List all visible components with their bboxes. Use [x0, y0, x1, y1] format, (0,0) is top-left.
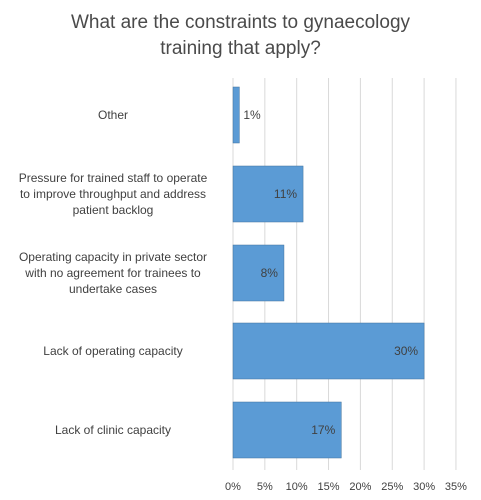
data-label-3: 30%	[394, 344, 418, 358]
bar-4	[232, 401, 342, 459]
category-label-3-line-0: Lack of operating capacity	[43, 344, 182, 358]
category-label-2-line-0: Operating capacity in private sector	[19, 250, 207, 264]
x-tick-label-7: 35%	[445, 481, 467, 493]
bar-3	[232, 322, 425, 380]
bar-1	[232, 165, 304, 223]
chart-title: What are the constraints to gynaecology …	[0, 10, 481, 62]
category-label-2-line-1: with no agreement for trainees to	[24, 266, 201, 280]
x-tick-label-1: 5%	[257, 481, 273, 493]
chart-title-line-2: training that apply?	[160, 38, 321, 59]
data-label-0: 1%	[243, 108, 261, 122]
bar-0	[232, 86, 240, 144]
category-label-0: Other	[98, 108, 128, 122]
category-label-2-line-2: undertake cases	[69, 282, 157, 296]
data-label-2: 8%	[261, 266, 279, 280]
bar-2	[232, 244, 285, 302]
category-label-4: Lack of clinic capacity	[55, 423, 171, 437]
x-tick-label-5: 25%	[381, 481, 403, 493]
data-label-1: 11%	[274, 187, 297, 201]
category-label-1-line-1: to improve throughput and address	[20, 187, 206, 201]
x-tick-label-2: 10%	[286, 481, 308, 493]
category-label-1: Pressure for trained staff to operate to …	[19, 171, 208, 217]
chart-title-line-1: What are the constraints to gynaecology	[70, 12, 411, 33]
category-label-2: Operating capacity in private sector with…	[19, 250, 207, 296]
x-tick-label-6: 30%	[413, 481, 435, 493]
category-label-3: Lack of operating capacity	[43, 344, 182, 358]
data-label-4: 17%	[311, 423, 335, 437]
category-label-0-line-0: Other	[98, 108, 128, 122]
x-tick-label-4: 20%	[349, 481, 371, 493]
category-label-1-line-0: Pressure for trained staff to operate	[19, 171, 208, 185]
x-tick-label-3: 15%	[318, 481, 340, 493]
category-label-4-line-0: Lack of clinic capacity	[55, 423, 171, 437]
x-tick-label-0: 0%	[225, 481, 241, 493]
category-label-1-line-2: patient backlog	[73, 203, 154, 217]
